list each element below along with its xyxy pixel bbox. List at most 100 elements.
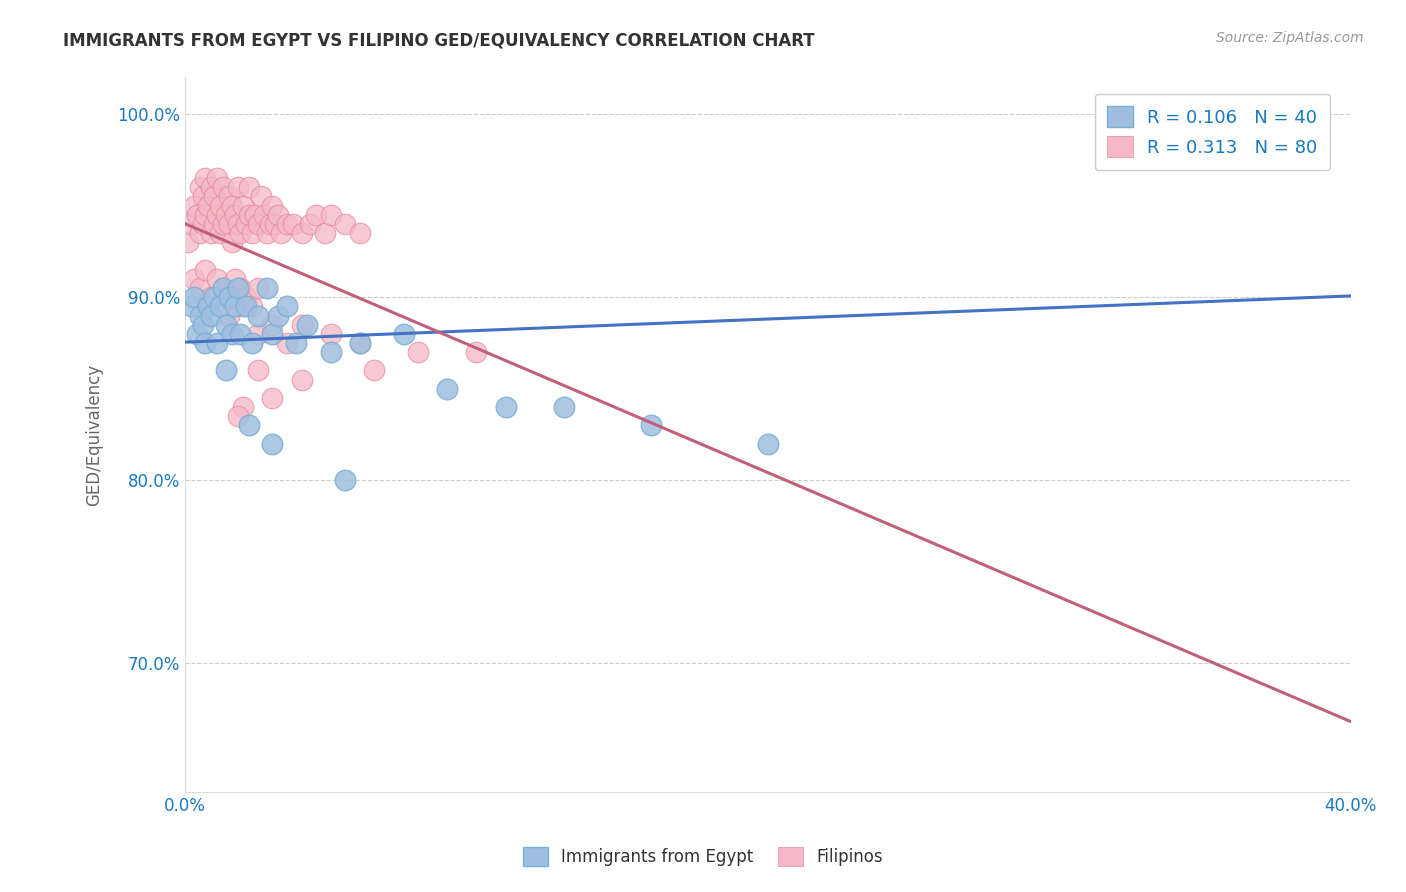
Point xyxy=(276,299,298,313)
Point xyxy=(183,290,205,304)
Point xyxy=(221,199,243,213)
Legend: Immigrants from Egypt, Filipinos: Immigrants from Egypt, Filipinos xyxy=(515,838,891,875)
Point xyxy=(208,199,231,213)
Point xyxy=(202,189,225,203)
Point xyxy=(250,189,273,203)
Point xyxy=(229,326,252,341)
Point xyxy=(226,409,249,424)
Point xyxy=(191,189,214,203)
Point xyxy=(208,226,231,240)
Point xyxy=(202,290,225,304)
Point xyxy=(229,281,252,295)
Point xyxy=(221,235,243,250)
Legend: R = 0.106   N = 40, R = 0.313   N = 80: R = 0.106 N = 40, R = 0.313 N = 80 xyxy=(1095,94,1330,169)
Point xyxy=(188,281,211,295)
Point xyxy=(218,309,240,323)
Point xyxy=(202,217,225,231)
Point xyxy=(232,400,254,414)
Point xyxy=(194,171,217,186)
Point xyxy=(186,208,208,222)
Point xyxy=(238,418,260,433)
Point xyxy=(756,436,779,450)
Point xyxy=(232,299,254,313)
Point xyxy=(194,208,217,222)
Point xyxy=(238,208,260,222)
Point xyxy=(267,309,290,323)
Point xyxy=(212,217,235,231)
Point xyxy=(229,226,252,240)
Point xyxy=(349,336,371,351)
Point xyxy=(200,290,222,304)
Point xyxy=(291,226,314,240)
Point xyxy=(205,171,228,186)
Point xyxy=(177,235,200,250)
Point xyxy=(640,418,662,433)
Point xyxy=(226,180,249,194)
Point xyxy=(180,299,202,313)
Point xyxy=(246,363,269,377)
Point xyxy=(319,208,342,222)
Point xyxy=(276,217,298,231)
Point xyxy=(253,208,276,222)
Point xyxy=(226,281,249,295)
Point xyxy=(319,326,342,341)
Point xyxy=(335,474,357,488)
Point xyxy=(218,290,240,304)
Y-axis label: GED/Equivalency: GED/Equivalency xyxy=(86,364,103,506)
Point xyxy=(1281,107,1303,121)
Point xyxy=(262,326,284,341)
Point xyxy=(256,226,278,240)
Point xyxy=(194,336,217,351)
Point xyxy=(235,290,257,304)
Point xyxy=(186,326,208,341)
Point xyxy=(200,226,222,240)
Point xyxy=(224,272,246,286)
Point xyxy=(495,400,517,414)
Point xyxy=(465,345,488,359)
Point xyxy=(270,226,292,240)
Point xyxy=(246,326,269,341)
Point xyxy=(246,281,269,295)
Point xyxy=(212,281,235,295)
Point xyxy=(232,199,254,213)
Point xyxy=(406,345,429,359)
Point xyxy=(191,217,214,231)
Point xyxy=(212,281,235,295)
Point xyxy=(188,226,211,240)
Point xyxy=(314,226,336,240)
Point xyxy=(215,363,238,377)
Point xyxy=(335,217,357,231)
Point xyxy=(267,208,290,222)
Point xyxy=(363,363,385,377)
Point xyxy=(349,226,371,240)
Point xyxy=(299,217,322,231)
Point xyxy=(191,318,214,332)
Point xyxy=(436,382,458,396)
Point xyxy=(276,336,298,351)
Point xyxy=(224,299,246,313)
Point xyxy=(205,208,228,222)
Point xyxy=(259,217,281,231)
Point xyxy=(215,318,238,332)
Point xyxy=(188,309,211,323)
Point xyxy=(264,217,287,231)
Point xyxy=(200,180,222,194)
Point xyxy=(305,208,328,222)
Point xyxy=(194,262,217,277)
Point xyxy=(208,299,231,313)
Point xyxy=(226,217,249,231)
Point xyxy=(197,299,219,313)
Point xyxy=(212,180,235,194)
Point xyxy=(284,336,307,351)
Point xyxy=(238,180,260,194)
Point xyxy=(205,336,228,351)
Point xyxy=(291,318,314,332)
Point xyxy=(240,299,263,313)
Text: IMMIGRANTS FROM EGYPT VS FILIPINO GED/EQUIVALENCY CORRELATION CHART: IMMIGRANTS FROM EGYPT VS FILIPINO GED/EQ… xyxy=(63,31,815,49)
Point xyxy=(218,217,240,231)
Point xyxy=(218,189,240,203)
Point xyxy=(218,290,240,304)
Text: Source: ZipAtlas.com: Source: ZipAtlas.com xyxy=(1216,31,1364,45)
Point xyxy=(183,272,205,286)
Point xyxy=(183,199,205,213)
